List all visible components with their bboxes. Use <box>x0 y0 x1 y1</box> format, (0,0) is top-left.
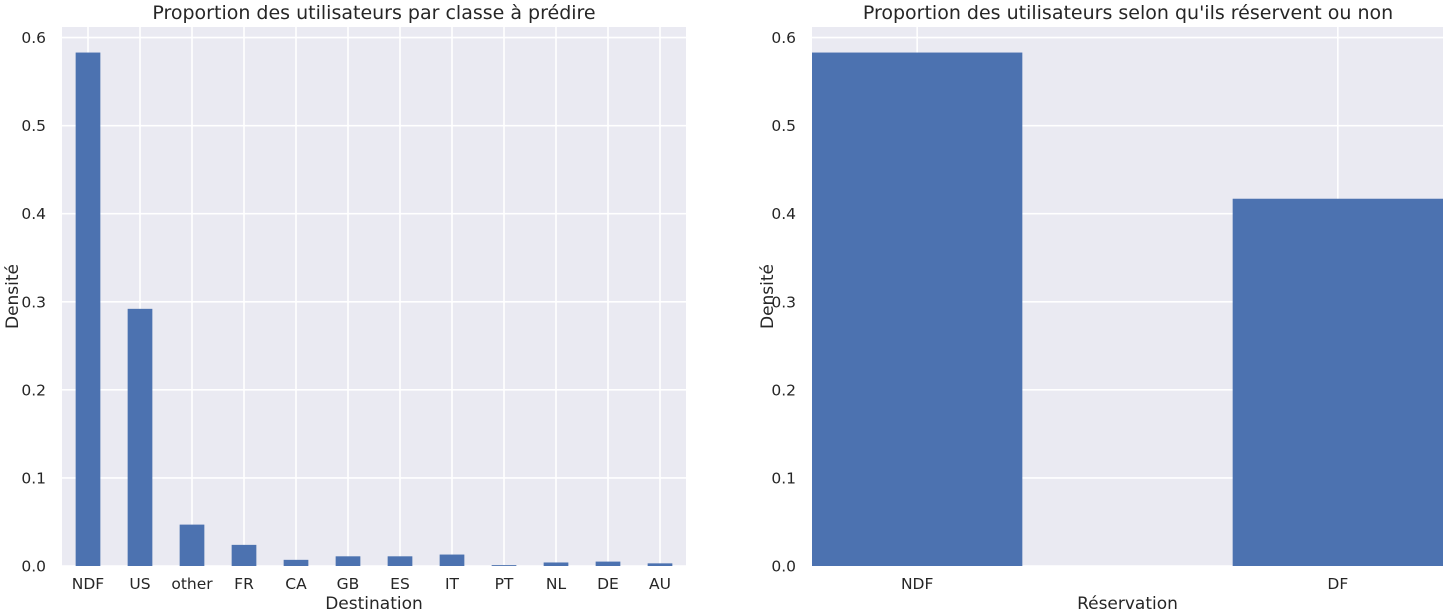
x-tick-label: other <box>171 575 213 593</box>
bar <box>231 544 257 566</box>
bar <box>1232 198 1443 567</box>
x-tick-label: NL <box>546 575 567 593</box>
y-tick-label: 0.4 <box>21 205 46 223</box>
bar <box>387 556 413 566</box>
y-tick-label: 0.6 <box>771 29 796 47</box>
y-tick-label: 0.3 <box>21 293 46 311</box>
x-tick-label: PT <box>495 575 514 593</box>
y-tick-label: 0.2 <box>771 381 796 399</box>
bar <box>812 52 1023 567</box>
x-tick-label: IT <box>445 575 460 593</box>
chart-reservation: 0.0 0.1 0.2 0.3 0.4 0.5 0.6 NDF DF Proportion des… <box>758 2 1443 614</box>
x-tick-label: AU <box>649 575 671 593</box>
bar <box>335 556 361 566</box>
y-tick-label: 0.1 <box>771 469 796 487</box>
x-tick-label: NDF <box>901 575 934 593</box>
y-tick-label: 0.3 <box>771 293 796 311</box>
chart-title: Proportion des utilisateurs selon qu'ils… <box>863 2 1393 24</box>
x-tick-label: ES <box>390 575 410 593</box>
x-tick-label: CA <box>285 575 307 593</box>
y-tick-label: 0.5 <box>771 117 796 135</box>
y-tick-label: 0.2 <box>21 381 46 399</box>
x-tick-label: GB <box>337 575 360 593</box>
y-tick-label: 0.0 <box>771 558 796 576</box>
x-axis-label: Destination <box>325 594 423 614</box>
y-tick-label: 0.6 <box>21 29 46 47</box>
x-tick-label: DE <box>597 575 619 593</box>
y-axis-label: Densité <box>3 264 23 329</box>
chart-destination: 0.0 0.1 0.2 0.3 0.4 0.5 0.6 NDF US other FR CA GB ES I… <box>3 2 686 614</box>
bar <box>179 524 205 566</box>
y-tick-label: 0.1 <box>21 469 46 487</box>
plot-background <box>62 27 686 566</box>
chart-title: Proportion des utilisateurs par classe à… <box>152 2 595 24</box>
bar <box>75 52 101 567</box>
bar <box>595 561 621 566</box>
y-axis-label: Densité <box>758 264 778 329</box>
bar <box>127 308 153 566</box>
y-tick-label: 0.0 <box>21 558 46 576</box>
bar <box>647 563 673 566</box>
bar <box>439 554 465 566</box>
bar <box>283 559 309 566</box>
bar <box>491 565 517 566</box>
x-axis-label: Réservation <box>1077 594 1178 614</box>
x-tick-label: DF <box>1327 575 1348 593</box>
x-tick-label: NDF <box>72 575 105 593</box>
y-tick-label: 0.4 <box>771 205 796 223</box>
x-tick-label: FR <box>234 575 254 593</box>
y-tick-label: 0.5 <box>21 117 46 135</box>
x-tick-label: US <box>129 575 150 593</box>
bar <box>543 562 569 566</box>
